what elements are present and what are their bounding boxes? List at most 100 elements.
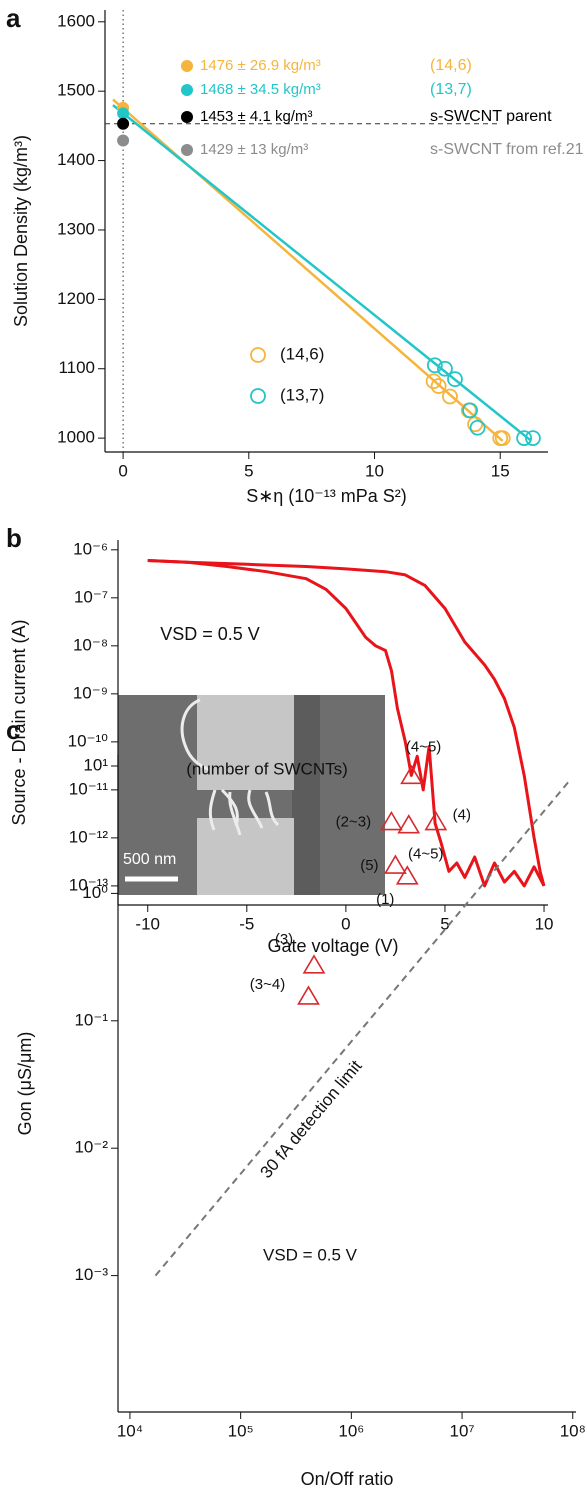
nanotube bbox=[264, 791, 280, 827]
triangle-marker bbox=[379, 810, 403, 831]
triangle-marker bbox=[395, 865, 419, 885]
panel-letter: b bbox=[6, 523, 22, 553]
y-tick-label: 1500 bbox=[57, 81, 95, 100]
circle-marker bbox=[426, 357, 443, 374]
x-tick-label: 0 bbox=[118, 461, 127, 480]
intercept-point bbox=[117, 134, 130, 147]
point-label: (5) bbox=[360, 857, 378, 874]
y-tick-label: 10⁻¹² bbox=[69, 827, 109, 846]
circle-marker bbox=[425, 373, 442, 390]
x-tick-label: -5 bbox=[239, 914, 254, 933]
y-tick-label: 1100 bbox=[58, 358, 95, 377]
y-axis-label: Gon (μS/μm) bbox=[15, 1032, 35, 1136]
point-label: (3~4) bbox=[250, 976, 285, 993]
y-tick-label: 10⁻² bbox=[74, 1138, 108, 1157]
legend-marker bbox=[250, 388, 266, 404]
annotation-marker bbox=[181, 60, 193, 72]
x-tick-label: 10⁴ bbox=[117, 1421, 143, 1440]
point-label: (4~5) bbox=[406, 738, 441, 755]
annotation: VSD = 0.5 V bbox=[160, 624, 260, 644]
triangle-marker bbox=[383, 854, 407, 874]
y-axis-label: Solution Density (kg/m³) bbox=[11, 135, 31, 327]
nanotube bbox=[228, 791, 242, 836]
x-axis-label: S∗η (10⁻¹³ mPa S²) bbox=[246, 486, 407, 506]
point-label: (3) bbox=[275, 931, 293, 948]
y-tick-label: 10⁻³ bbox=[74, 1265, 108, 1284]
annotation: VSD = 0.5 V bbox=[263, 1245, 358, 1264]
circle-marker bbox=[516, 430, 533, 447]
x-tick-label: -10 bbox=[135, 914, 160, 933]
intercept-tag: (14,6) bbox=[430, 57, 472, 74]
point-label: (4~5) bbox=[408, 846, 443, 863]
intercept-label: 1453 ± 4.1 kg/m³ bbox=[200, 108, 312, 125]
intercept-point bbox=[117, 117, 130, 130]
nanotube bbox=[180, 698, 211, 772]
circle-marker bbox=[437, 360, 453, 377]
x-tick-label: 10⁷ bbox=[450, 1421, 475, 1440]
triangle-marker bbox=[297, 985, 320, 1005]
y-tick-label: 10⁻⁶ bbox=[73, 539, 108, 558]
y-tick-label: 10⁻⁷ bbox=[74, 587, 108, 606]
triangle-marker bbox=[424, 810, 448, 831]
y-axis-label: Source - Drain current (A) bbox=[9, 619, 29, 825]
y-tick-label: 10⁻¹⁰ bbox=[68, 731, 109, 750]
sem-inset: 500 nm bbox=[118, 695, 385, 895]
legend-label: (13,7) bbox=[280, 385, 324, 404]
x-tick-label: 10⁶ bbox=[338, 1421, 364, 1440]
intercept-label: 1429 ± 13 kg/m³ bbox=[200, 141, 308, 158]
triangle-marker bbox=[400, 764, 423, 785]
intercept-label: 1468 ± 34.5 kg/m³ bbox=[200, 81, 321, 98]
circle-marker bbox=[442, 388, 458, 405]
y-tick-label: 1300 bbox=[57, 219, 95, 238]
x-tick-label: 10⁵ bbox=[228, 1421, 254, 1440]
current-curve bbox=[147, 559, 546, 888]
x-tick-label: 10 bbox=[535, 914, 554, 933]
legend-marker bbox=[250, 347, 266, 363]
x-tick-label: 5 bbox=[244, 461, 253, 480]
electrode bbox=[197, 695, 294, 790]
circle-marker bbox=[430, 378, 447, 394]
x-axis-label: Gate voltage (V) bbox=[267, 936, 398, 956]
y-tick-label: 1000 bbox=[57, 428, 95, 447]
x-tick-label: 0 bbox=[341, 914, 350, 933]
circle-marker bbox=[462, 402, 478, 419]
y-tick-label: 10⁻⁹ bbox=[73, 683, 108, 702]
triangle-marker bbox=[397, 814, 421, 834]
nanotubes bbox=[180, 698, 280, 836]
circle-marker bbox=[494, 430, 511, 447]
annotation-marker bbox=[181, 144, 193, 156]
circle-marker bbox=[469, 419, 486, 436]
annotation-marker bbox=[181, 84, 193, 96]
scale-bar-label: 500 nm bbox=[123, 851, 176, 868]
circle-marker bbox=[525, 430, 541, 447]
annotation: (number of SWCNTs) bbox=[186, 759, 348, 778]
y-tick-label: 10⁰ bbox=[82, 883, 108, 902]
nanotube bbox=[208, 789, 217, 831]
current-curve bbox=[147, 559, 546, 887]
panel-letter: a bbox=[6, 3, 21, 33]
point-label: (1) bbox=[376, 891, 394, 908]
y-tick-label: 10⁻¹ bbox=[74, 1010, 108, 1029]
y-tick-label: 10⁻¹³ bbox=[69, 875, 109, 894]
intercept-label: 1476 ± 26.9 kg/m³ bbox=[200, 57, 321, 74]
inset-shadow bbox=[292, 695, 320, 895]
intercept-tag: (13,7) bbox=[430, 81, 472, 98]
circle-marker bbox=[447, 371, 463, 388]
circle-marker bbox=[467, 416, 483, 433]
intercept-tag: s-SWCNT parent bbox=[430, 108, 552, 125]
y-tick-label: 10⁻¹¹ bbox=[69, 779, 109, 798]
nanotube bbox=[220, 788, 239, 827]
y-tick-label: 10¹ bbox=[83, 755, 108, 774]
intercept-tag: s-SWCNT from ref.21 bbox=[430, 141, 584, 158]
nanotube bbox=[247, 789, 264, 829]
triangle-marker bbox=[302, 954, 326, 974]
y-tick-label: 1400 bbox=[57, 150, 95, 169]
annotation-marker bbox=[181, 111, 193, 123]
x-tick-label: 5 bbox=[440, 914, 449, 933]
point-label: (4) bbox=[453, 806, 471, 823]
y-tick-label: 1200 bbox=[57, 289, 95, 308]
panel-letter: c bbox=[6, 715, 20, 745]
legend-label: (14,6) bbox=[280, 344, 324, 363]
